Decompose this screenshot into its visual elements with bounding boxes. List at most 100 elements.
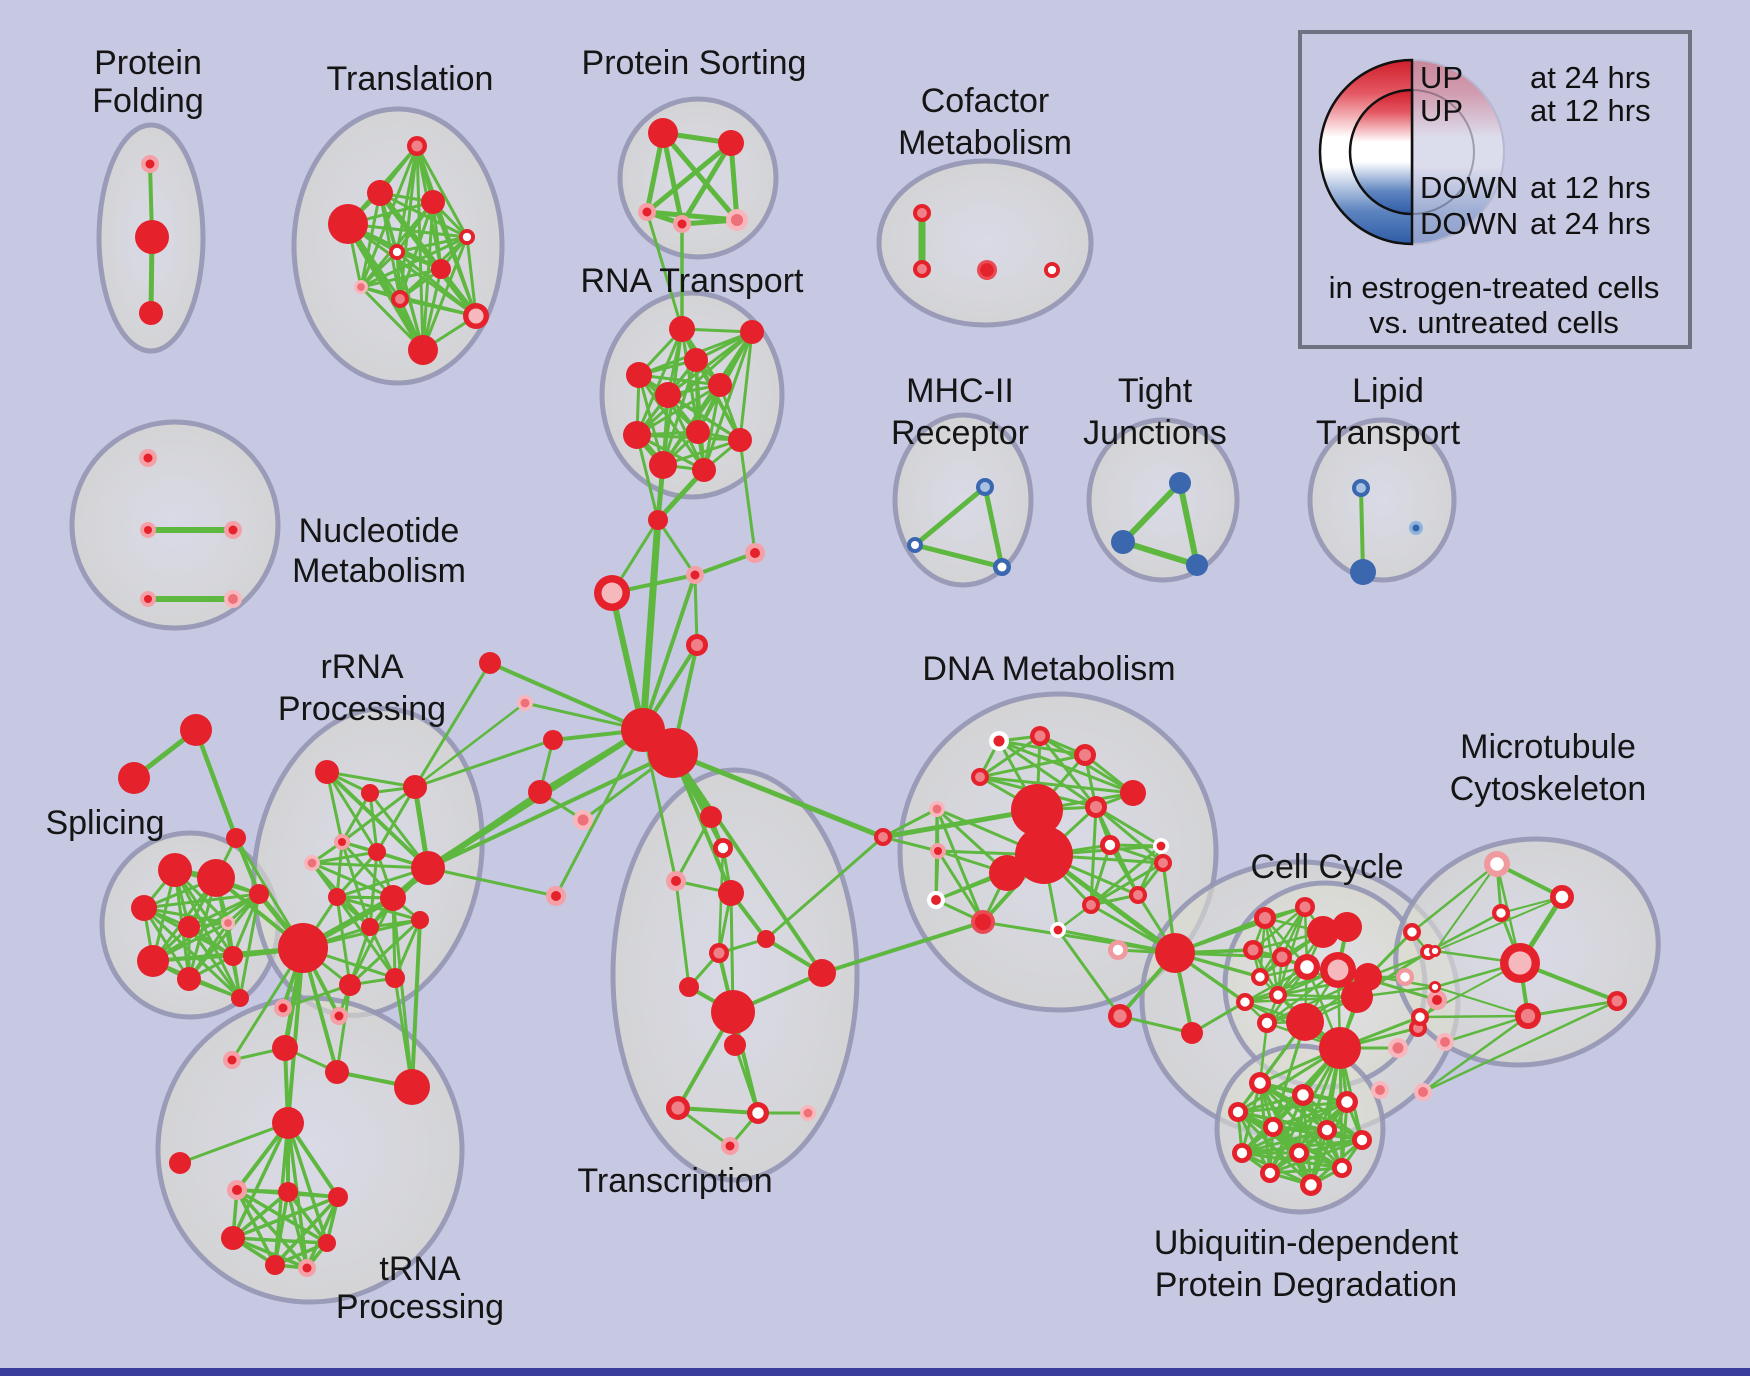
node-cc17: [1403, 923, 1421, 941]
node-outer-pf2: [135, 220, 169, 254]
node-mt4: [1500, 943, 1540, 983]
node-rr11: [411, 911, 429, 929]
node-tl4: [328, 204, 368, 244]
network-edge: [310, 850, 379, 865]
node-core-tx13: [752, 1107, 764, 1119]
node-tl2: [367, 180, 393, 206]
node-tx1: [700, 806, 722, 828]
network-edge: [335, 895, 352, 987]
network-edge: [1038, 734, 1098, 809]
cluster-ellipse-cofactor-metabolism: [876, 158, 1094, 328]
network-edge: [637, 373, 722, 387]
node-ub10: [1332, 1158, 1352, 1178]
node-lt2: [1350, 559, 1376, 585]
network-edge: [641, 573, 697, 732]
network-edge: [465, 235, 478, 318]
node-cc8: [1320, 952, 1356, 988]
network-edge: [912, 484, 988, 548]
node-outer-tn3: [325, 1060, 349, 1084]
node-sp4: [178, 916, 200, 938]
node-core-sp5: [224, 919, 232, 927]
node-c5: [686, 634, 708, 656]
node-outer-c7: [648, 728, 698, 778]
node-core-tx3: [671, 876, 681, 886]
node-outer-cc4: [1332, 912, 1362, 942]
node-rt9: [728, 428, 752, 452]
node-rt2: [740, 320, 764, 344]
node-mt3: [1492, 904, 1510, 922]
node-rt8: [686, 420, 710, 444]
node-c9: [528, 780, 552, 804]
network-edge: [676, 1106, 760, 1115]
network-edge: [426, 751, 675, 870]
node-core-dn0: [878, 832, 888, 842]
legend-time-label: at 24 hrs: [1530, 206, 1651, 241]
node-mt2: [1550, 885, 1574, 909]
cluster-label-microtubule-cytoskeleton: Cytoskeleton: [1450, 770, 1647, 808]
node-core-tx15: [725, 1141, 735, 1151]
network-edge: [359, 267, 443, 289]
network-edge: [1120, 480, 1183, 545]
node-dn6: [929, 801, 945, 817]
node-dn13: [1082, 896, 1100, 914]
node-outer-sp1: [158, 853, 192, 887]
network-edge: [310, 861, 430, 870]
node-rt1: [669, 316, 695, 342]
node-ps1: [648, 118, 678, 148]
cluster-label-nucleotide-metabolism: Nucleotide: [299, 512, 460, 550]
node-cc22: [1388, 1038, 1408, 1058]
node-core-ub5: [1267, 1121, 1279, 1133]
node-core-c12: [520, 698, 530, 708]
network-edge: [679, 140, 734, 227]
node-dn0: [874, 828, 892, 846]
network-edge: [738, 438, 757, 555]
node-mh3: [993, 558, 1011, 576]
network-edge: [1251, 905, 1307, 952]
network-edge: [1268, 1100, 1349, 1175]
node-core-c10: [577, 814, 589, 826]
network-edge: [702, 330, 754, 472]
network-edge: [325, 770, 417, 789]
node-outer-rt4: [626, 362, 652, 388]
node-cc6: [1272, 947, 1292, 967]
network-edge: [231, 1195, 340, 1240]
node-core-tx12: [671, 1101, 685, 1115]
node-core-cc2: [1299, 901, 1311, 913]
node-tl3: [421, 190, 445, 214]
node-dn10: [1154, 854, 1172, 872]
node-core-cc17: [1407, 927, 1417, 937]
node-rt6: [655, 382, 681, 408]
node-rt5: [708, 373, 732, 397]
cluster-label-mhc-ii-receptor: MHC-II: [906, 372, 1014, 410]
node-core-tl10: [468, 308, 484, 324]
node-core-ub8: [1236, 1147, 1248, 1159]
node-core-dn16: [1113, 1009, 1127, 1023]
node-core-dn8: [1156, 841, 1166, 851]
network-edge: [880, 807, 1040, 840]
network-edge: [764, 835, 885, 941]
node-outer-rr11: [411, 911, 429, 929]
network-edge: [733, 1043, 760, 1115]
node-outer-cc14: [1319, 1027, 1361, 1069]
node-tl1: [407, 136, 427, 156]
network-edge: [639, 516, 662, 734]
node-outer-tl3: [421, 190, 445, 214]
network-edge: [635, 330, 754, 437]
node-tn12: [265, 1255, 285, 1275]
node-core-rr15: [278, 1003, 288, 1013]
node-ub2: [1292, 1084, 1314, 1106]
network-edge: [738, 330, 754, 442]
node-rr8: [328, 888, 346, 906]
node-core-cc22: [1392, 1042, 1404, 1054]
node-core-dn12: [974, 913, 992, 931]
node-rr10: [361, 918, 379, 936]
node-core-cf3: [980, 263, 994, 277]
node-outer-dnH2: [1015, 826, 1073, 884]
network-edge: [1434, 863, 1498, 952]
network-edge: [1268, 1046, 1342, 1175]
node-tx9: [808, 959, 836, 987]
node-outer-tn10: [221, 1226, 245, 1250]
node-tx10: [711, 990, 755, 1034]
node-sp10: [231, 989, 249, 1007]
node-mt8: [1429, 981, 1441, 993]
